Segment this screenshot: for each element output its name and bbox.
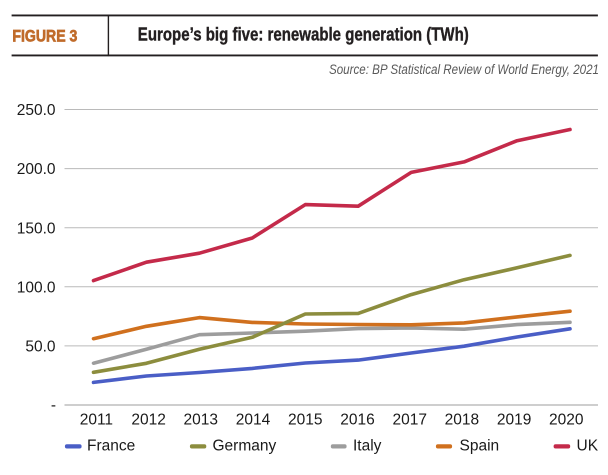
svg-text:Europe’s big five: renewable g: Europe’s big five: renewable generation … — [138, 23, 469, 44]
svg-text:UK: UK — [577, 437, 599, 454]
svg-text:Germany: Germany — [213, 437, 277, 454]
svg-text:250.0: 250.0 — [17, 102, 56, 119]
svg-text:2018: 2018 — [445, 412, 479, 429]
svg-text:-: - — [51, 397, 56, 414]
svg-text:50.0: 50.0 — [25, 339, 56, 356]
svg-text:Spain: Spain — [460, 437, 500, 454]
svg-text:2016: 2016 — [340, 412, 374, 429]
svg-text:2020: 2020 — [549, 412, 584, 429]
svg-text:FIGURE 3: FIGURE 3 — [12, 28, 77, 46]
svg-text:2019: 2019 — [497, 412, 531, 429]
svg-text:100.0: 100.0 — [17, 279, 56, 296]
svg-text:2012: 2012 — [131, 412, 165, 429]
svg-text:2013: 2013 — [184, 412, 218, 429]
svg-text:2015: 2015 — [288, 412, 322, 429]
svg-text:Italy: Italy — [353, 437, 382, 454]
svg-text:150.0: 150.0 — [17, 220, 56, 237]
svg-text:France: France — [87, 437, 135, 454]
svg-text:2011: 2011 — [80, 412, 113, 429]
svg-text:200.0: 200.0 — [17, 161, 56, 178]
svg-text:2017: 2017 — [392, 412, 426, 429]
svg-text:Source: BP Statistical Review: Source: BP Statistical Review of World E… — [329, 62, 599, 77]
svg-text:2014: 2014 — [236, 412, 271, 429]
